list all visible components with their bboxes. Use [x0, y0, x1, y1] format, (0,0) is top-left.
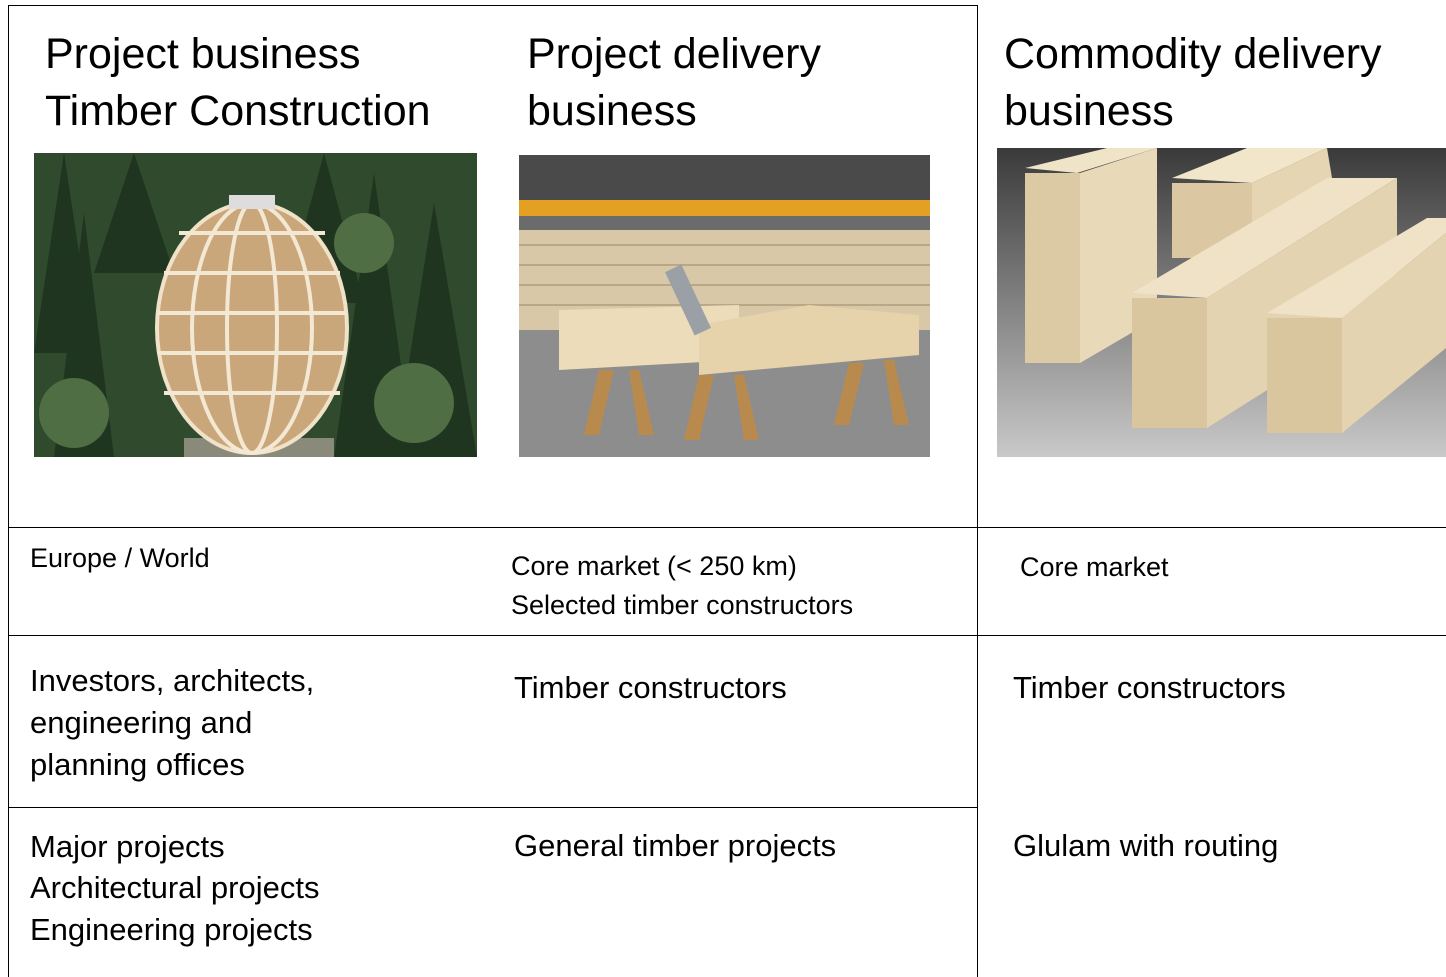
customer-text: planning offices — [30, 747, 245, 782]
project-text: General timber projects — [514, 828, 837, 863]
border — [8, 527, 1446, 528]
column-title: Commodity delivery — [1004, 30, 1382, 78]
customer-text: Investors, architects, — [30, 663, 315, 698]
market-text: Core market — [1020, 552, 1169, 582]
glulam-photo — [997, 148, 1446, 457]
project-text: Engineering projects — [30, 912, 313, 947]
border — [8, 635, 1446, 636]
border — [977, 5, 978, 977]
column-title: Timber Construction — [45, 87, 431, 135]
tower-photo — [34, 153, 477, 457]
factory-photo — [519, 155, 930, 457]
border — [8, 5, 9, 977]
border — [8, 5, 978, 6]
column-title: Project business — [45, 30, 361, 78]
column-title: Project delivery — [527, 30, 821, 78]
market-text: Core market (< 250 km) — [511, 551, 797, 581]
project-text: Major projects — [30, 829, 225, 864]
border — [8, 807, 978, 808]
market-text: Selected timber constructors — [511, 590, 854, 620]
customer-text: Timber constructors — [514, 670, 787, 705]
market-text: Europe / World — [30, 543, 210, 573]
customer-text: Timber constructors — [1013, 670, 1286, 705]
customer-text: engineering and — [30, 705, 253, 740]
project-text: Glulam with routing — [1013, 828, 1279, 863]
column-title: business — [527, 87, 697, 135]
column-title: business — [1004, 87, 1174, 135]
project-text: Architectural projects — [30, 870, 320, 905]
